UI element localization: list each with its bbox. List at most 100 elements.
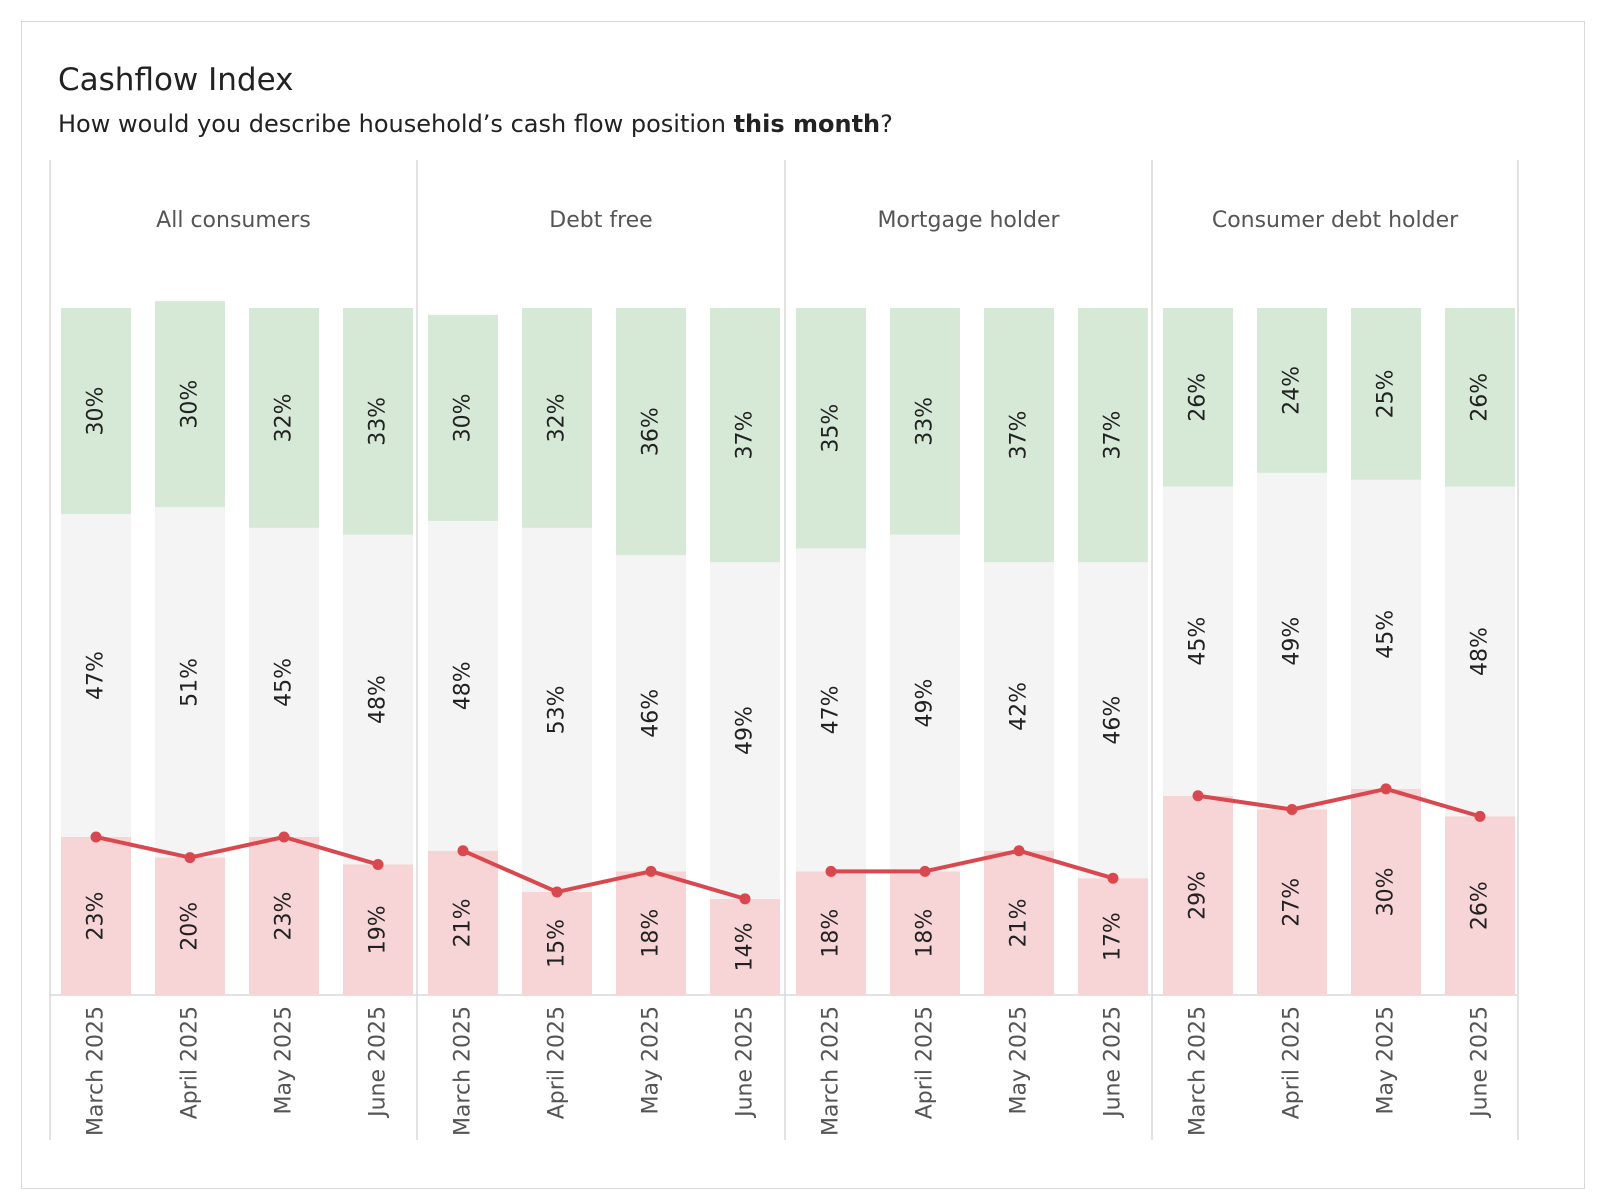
bar-segment-positive	[616, 308, 686, 556]
bar-segment-negative	[343, 864, 413, 995]
data-label: 37%	[733, 411, 758, 460]
data-label: 30%	[1374, 867, 1399, 916]
data-label: 21%	[1007, 898, 1032, 947]
bar-segment-neutral	[1445, 486, 1515, 817]
bar-segment-negative	[249, 836, 319, 995]
data-label: 21%	[451, 898, 476, 947]
data-label: 47%	[84, 651, 109, 700]
bar-segment-neutral	[710, 562, 780, 899]
data-label: 15%	[545, 919, 570, 968]
bar-segment-positive	[1163, 308, 1233, 487]
x-tick-label: April 2025	[178, 1006, 203, 1119]
x-tick-label: March 2025	[1186, 1006, 1211, 1136]
bar-segment-positive	[428, 314, 498, 521]
bar-segment-positive	[155, 301, 225, 508]
trend-point	[372, 858, 384, 870]
bar-segment-positive	[61, 308, 131, 515]
trend-point	[919, 865, 931, 877]
x-tick-label: March 2025	[84, 1006, 109, 1136]
x-tick-label: April 2025	[545, 1006, 570, 1119]
bar-segment-negative	[1445, 816, 1515, 995]
bar-segment-neutral	[1078, 562, 1148, 879]
data-label: 37%	[1007, 411, 1032, 460]
bar-segment-neutral	[616, 555, 686, 872]
data-label: 36%	[639, 407, 664, 456]
trend-point	[184, 852, 196, 864]
x-tick-label: April 2025	[913, 1006, 938, 1119]
bar-segment-positive	[1078, 308, 1148, 563]
subtitle-end: ?	[880, 110, 893, 138]
data-label: 47%	[819, 685, 844, 734]
bar-segment-negative	[1078, 878, 1148, 995]
data-label: 45%	[1374, 610, 1399, 659]
data-label: 23%	[84, 892, 109, 941]
x-tick-label: May 2025	[1374, 1006, 1399, 1114]
bar-segment-positive	[1257, 308, 1327, 473]
bar-segment-neutral	[1163, 486, 1233, 796]
trend-point	[1107, 872, 1119, 884]
chart-title: Cashflow Index	[58, 62, 294, 98]
bar-segment-negative	[522, 891, 592, 995]
data-label: 46%	[639, 689, 664, 738]
panel-header: Consumer debt holder	[1212, 208, 1459, 233]
bar-segment-neutral	[1351, 479, 1421, 789]
x-tick-label: May 2025	[639, 1006, 664, 1114]
trend-line	[94, 834, 380, 867]
x-tick-label: March 2025	[451, 1006, 476, 1136]
data-label: 33%	[366, 397, 391, 446]
data-label: 37%	[1101, 411, 1126, 460]
bar-segment-negative	[1163, 795, 1233, 995]
data-label: 51%	[178, 658, 203, 707]
bar-segment-neutral	[890, 534, 960, 872]
data-label: 30%	[178, 380, 203, 429]
bar-segment-positive	[522, 308, 592, 528]
data-label: 30%	[451, 393, 476, 442]
trend-point	[1380, 783, 1392, 795]
data-label: 53%	[545, 685, 570, 734]
bar-segment-neutral	[249, 527, 319, 837]
x-tick-label: June 2025	[1468, 1006, 1493, 1119]
x-tick-label: March 2025	[819, 1006, 844, 1136]
data-label: 18%	[819, 909, 844, 958]
bar-segment-negative	[616, 871, 686, 995]
data-label: 26%	[1186, 373, 1211, 422]
subtitle-emphasis: this month	[733, 110, 881, 138]
panel-header: All consumers	[156, 208, 311, 233]
data-label: 46%	[1101, 696, 1126, 745]
bar-segment-neutral	[343, 534, 413, 865]
data-label: 24%	[1280, 366, 1305, 415]
data-label: 17%	[1101, 912, 1126, 961]
data-label: 32%	[545, 393, 570, 442]
bar-segment-negative	[155, 857, 225, 995]
x-tick-label: May 2025	[272, 1006, 297, 1114]
bar-segment-positive	[249, 308, 319, 528]
subtitle-text: How would you describe household’s cash …	[58, 110, 734, 138]
trend-point	[825, 865, 837, 877]
data-label: 35%	[819, 404, 844, 453]
bar-segment-neutral	[984, 562, 1054, 851]
trend-line	[461, 848, 747, 901]
chart-frame	[21, 21, 1585, 1189]
data-label: 30%	[84, 387, 109, 436]
trend-point	[90, 831, 102, 843]
bar-segment-positive	[890, 308, 960, 535]
bar-segment-negative	[984, 850, 1054, 995]
bar-segment-neutral	[61, 514, 131, 837]
data-label: 26%	[1468, 881, 1493, 930]
data-label: 48%	[1468, 627, 1493, 676]
trend-line	[829, 848, 1115, 881]
trend-point	[1286, 804, 1298, 816]
bar-segment-positive	[1351, 308, 1421, 480]
data-label: 25%	[1374, 369, 1399, 418]
bar-segment-neutral	[522, 527, 592, 892]
data-label: 49%	[733, 706, 758, 755]
data-label: 33%	[913, 397, 938, 446]
trend-point	[1192, 790, 1204, 802]
data-label: 29%	[1186, 871, 1211, 920]
trend-point	[457, 845, 469, 857]
bar-segment-positive	[796, 308, 866, 549]
bar-segment-neutral	[428, 520, 498, 851]
bar-segment-negative	[61, 836, 131, 995]
data-label: 49%	[1280, 617, 1305, 666]
